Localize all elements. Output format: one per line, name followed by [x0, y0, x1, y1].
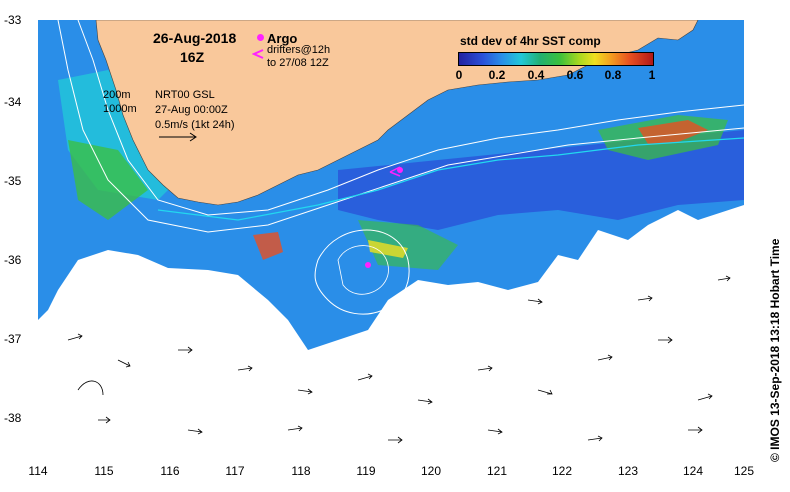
x-tick-label: 114 [28, 464, 48, 478]
colorbar-tick-label: 0.4 [527, 68, 545, 82]
colorbar-tick-label: 1 [648, 68, 656, 82]
x-tick-label: 115 [94, 464, 114, 478]
colorbar-tick-label: 0.2 [488, 68, 506, 82]
colorbar [458, 52, 654, 66]
sst-field-yellow-patch [368, 240, 408, 258]
drifters-label: drifters@12h [267, 44, 331, 56]
drifters-range-label: to 27/08 12Z [267, 57, 329, 69]
y-tick-label: -36 [4, 253, 22, 267]
colorbar-tick-label: 0 [455, 68, 463, 82]
colorbar-title: std dev of 4hr SST comp [460, 34, 601, 48]
sst-map-canvas [38, 20, 744, 444]
colorbar-tick-label: 0.8 [604, 68, 622, 82]
x-tick-label: 123 [617, 464, 639, 478]
x-tick-label: 117 [225, 464, 245, 478]
credit-text: © IMOS 13-Sep-2018 13:18 Hobart Time [768, 238, 782, 462]
argo-icon [257, 34, 264, 41]
isobath-1000m [57, 20, 744, 233]
drifter-track [389, 166, 401, 177]
x-tick-label: 120 [420, 464, 442, 478]
x-tick-label: 119 [356, 464, 376, 478]
isobath-200-label: 200m [103, 89, 131, 101]
model-date-label: 27-Aug 00:00Z [155, 104, 228, 116]
x-tick-label: 124 [682, 464, 704, 478]
eddy-contour [314, 229, 410, 315]
velocity-scale-arrow-icon [159, 132, 197, 142]
y-tick-label: -38 [4, 411, 22, 425]
map-plot-area [38, 20, 744, 457]
x-tick-label: 122 [551, 464, 573, 478]
model-label: NRT00 GSL [155, 89, 215, 101]
date-label: 26-Aug-2018 [153, 30, 237, 46]
argo-label: Argo [267, 31, 298, 46]
current-stream-line [157, 137, 744, 221]
sst-field-warm-patch [638, 120, 708, 144]
isobath-1000-label: 1000m [103, 103, 137, 115]
y-tick-label: -37 [4, 332, 22, 346]
time-label: 16Z [180, 49, 205, 65]
velocity-scale-label: 0.5m/s (1kt 24h) [155, 119, 235, 131]
argo-float-marker [365, 262, 371, 268]
x-tick-label: 118 [291, 464, 311, 478]
y-tick-label: -34 [4, 95, 22, 109]
y-tick-label: -33 [4, 13, 22, 27]
drifter-arrow-icon [252, 49, 264, 59]
colorbar-tick-label: 0.6 [566, 68, 584, 82]
isobath-200m [77, 20, 744, 216]
x-tick-label: 125 [733, 464, 755, 478]
x-tick-label: 116 [160, 464, 180, 478]
eddy-contour-inner [337, 245, 389, 295]
y-tick-label: -35 [4, 174, 22, 188]
sst-field-warm-patch-west [253, 232, 283, 260]
x-tick-label: 121 [486, 464, 508, 478]
current-vectors [67, 275, 731, 444]
